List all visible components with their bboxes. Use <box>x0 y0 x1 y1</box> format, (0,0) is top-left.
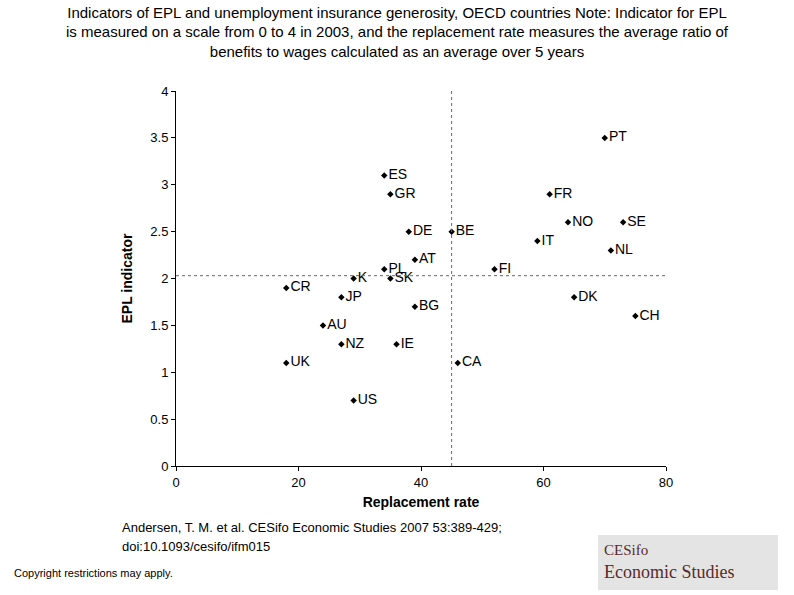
svg-text:Andersen, T. M. et al. CESifo: Andersen, T. M. et al. CESifo Economic S… <box>122 520 502 535</box>
svg-text:CR: CR <box>290 278 310 294</box>
svg-text:UK: UK <box>290 353 310 369</box>
svg-text:NZ: NZ <box>346 335 365 351</box>
svg-text:FI: FI <box>499 260 511 276</box>
svg-text:CH: CH <box>640 307 660 323</box>
svg-text:60: 60 <box>536 475 550 490</box>
svg-text:1.5: 1.5 <box>150 318 168 333</box>
svg-text:PL: PL <box>388 260 405 276</box>
svg-text:IT: IT <box>542 232 555 248</box>
svg-text:2: 2 <box>161 271 168 286</box>
svg-text:4: 4 <box>161 84 168 99</box>
svg-text:0: 0 <box>161 459 168 474</box>
svg-text:1: 1 <box>161 365 168 380</box>
svg-text:40: 40 <box>414 475 428 490</box>
svg-text:AU: AU <box>327 316 346 332</box>
svg-text:Indicators of EPL and unemploy: Indicators of EPL and unemployment insur… <box>66 4 729 60</box>
svg-text:IE: IE <box>401 335 414 351</box>
svg-text:EPL indicator: EPL indicator <box>119 233 135 324</box>
svg-text:3.5: 3.5 <box>150 130 168 145</box>
svg-text:NO: NO <box>572 213 593 229</box>
svg-text:doi:10.1093/cesifo/ifm015: doi:10.1093/cesifo/ifm015 <box>122 539 270 554</box>
svg-text:AT: AT <box>419 250 436 266</box>
svg-text:BG: BG <box>419 297 439 313</box>
svg-text:ES: ES <box>388 166 407 182</box>
svg-text:DE: DE <box>413 222 432 238</box>
svg-text:2.5: 2.5 <box>150 224 168 239</box>
svg-text:3: 3 <box>161 177 168 192</box>
svg-text:JP: JP <box>346 288 362 304</box>
svg-text:80: 80 <box>659 475 673 490</box>
svg-text:K: K <box>358 269 368 285</box>
svg-text:CA: CA <box>462 353 482 369</box>
svg-text:BE: BE <box>456 222 475 238</box>
svg-text:20: 20 <box>291 475 305 490</box>
svg-text:SE: SE <box>627 213 646 229</box>
svg-text:FR: FR <box>554 185 573 201</box>
svg-text:NL: NL <box>615 241 633 257</box>
svg-text:US: US <box>358 391 377 407</box>
svg-text:DK: DK <box>578 288 598 304</box>
svg-text:Replacement rate: Replacement rate <box>363 494 480 510</box>
svg-text:Economic Studies: Economic Studies <box>604 562 734 582</box>
svg-text:GR: GR <box>395 185 416 201</box>
svg-text:0.5: 0.5 <box>150 412 168 427</box>
svg-text:SK: SK <box>395 269 414 285</box>
svg-text:Copyright restrictions may app: Copyright restrictions may apply. <box>14 567 173 579</box>
svg-text:0: 0 <box>172 475 179 490</box>
svg-text:PT: PT <box>609 128 627 144</box>
svg-text:CESifo: CESifo <box>604 542 648 558</box>
